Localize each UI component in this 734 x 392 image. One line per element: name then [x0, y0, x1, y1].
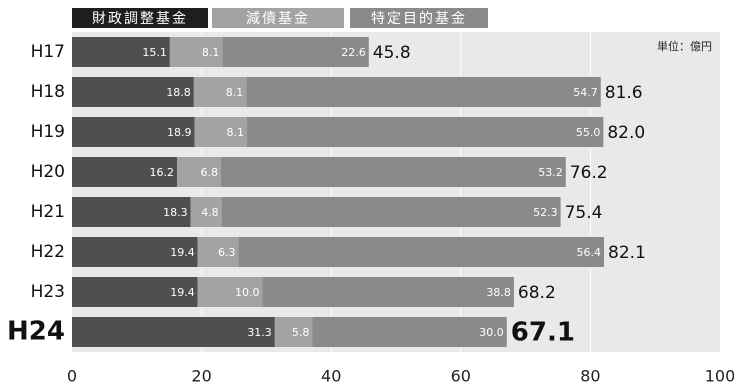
x-tick-label: 20	[191, 367, 211, 386]
x-tick-label: 40	[321, 367, 341, 386]
value-label: 55.0	[576, 126, 601, 139]
x-tick-label: 100	[705, 367, 734, 386]
unit-note: 単位：億円	[657, 39, 712, 53]
value-label: 10.0	[235, 286, 260, 299]
value-label: 15.1	[142, 46, 167, 59]
bar-segment	[222, 37, 369, 67]
value-label: 19.4	[170, 286, 195, 299]
value-label: 8.1	[226, 126, 244, 139]
bar-segment	[72, 37, 170, 67]
bar-segment	[197, 237, 239, 267]
value-label: 4.8	[201, 206, 219, 219]
legend-swatch	[350, 8, 488, 28]
category-label: H23	[31, 282, 65, 302]
value-label: 38.8	[486, 286, 511, 299]
value-label: 6.8	[201, 166, 219, 179]
total-label: 67.1	[511, 318, 575, 348]
total-label: 76.2	[570, 163, 608, 183]
bar-segment	[197, 277, 263, 307]
bar-segment	[176, 157, 222, 187]
bar-segment	[193, 77, 247, 107]
value-label: 30.0	[479, 326, 504, 339]
total-label: 68.2	[518, 283, 556, 303]
bar-segment	[262, 277, 514, 307]
bar-segment	[221, 157, 566, 187]
value-label: 16.2	[149, 166, 174, 179]
bar-segment	[72, 157, 177, 187]
bar-segment	[72, 277, 198, 307]
value-label: 18.9	[167, 126, 192, 139]
value-label: 52.3	[533, 206, 558, 219]
bar-segment	[72, 117, 195, 147]
category-label: H20	[31, 162, 65, 182]
total-label: 82.0	[607, 123, 645, 143]
bar-segment	[72, 317, 275, 347]
category-label: H19	[31, 122, 65, 142]
bar-segment	[246, 77, 601, 107]
value-label: 31.3	[247, 326, 272, 339]
category-label: H18	[31, 82, 65, 102]
value-label: 8.1	[202, 46, 220, 59]
value-label: 53.2	[538, 166, 563, 179]
bar-segment	[194, 117, 247, 147]
bar-segment	[312, 317, 507, 347]
bar-segment	[72, 237, 198, 267]
x-tick-label: 60	[451, 367, 471, 386]
value-label: 54.7	[573, 86, 598, 99]
category-label: H24	[7, 317, 65, 347]
legend-label: 特定目的基金	[371, 10, 467, 27]
x-tick-label: 80	[580, 367, 600, 386]
value-label: 22.6	[341, 46, 366, 59]
value-label: 5.8	[292, 326, 310, 339]
x-tick-label: 0	[67, 367, 77, 386]
category-label: H22	[31, 242, 65, 262]
legend-label: 財政調整基金	[92, 10, 188, 27]
legend-swatch	[212, 8, 344, 28]
legend-label: 減債基金	[246, 10, 310, 27]
bar-segment	[221, 197, 561, 227]
bar-segment	[169, 37, 223, 67]
value-label: 18.3	[163, 206, 188, 219]
total-label: 75.4	[565, 203, 603, 223]
value-label: 56.4	[577, 246, 602, 259]
bar-segment	[238, 237, 605, 267]
value-label: 8.1	[226, 86, 244, 99]
value-label: 19.4	[170, 246, 195, 259]
bar-segment	[72, 197, 191, 227]
total-label: 81.6	[605, 83, 643, 103]
category-label: H17	[31, 42, 65, 62]
category-label: H21	[31, 202, 65, 222]
value-label: 6.3	[218, 246, 236, 259]
bar-segment	[274, 317, 313, 347]
bar-segment	[246, 117, 604, 147]
legend-swatch	[72, 8, 208, 28]
total-label: 45.8	[373, 43, 411, 63]
bar-segment	[72, 77, 194, 107]
total-label: 82.1	[608, 243, 646, 263]
value-label: 18.8	[166, 86, 191, 99]
bar-segment	[190, 197, 222, 227]
